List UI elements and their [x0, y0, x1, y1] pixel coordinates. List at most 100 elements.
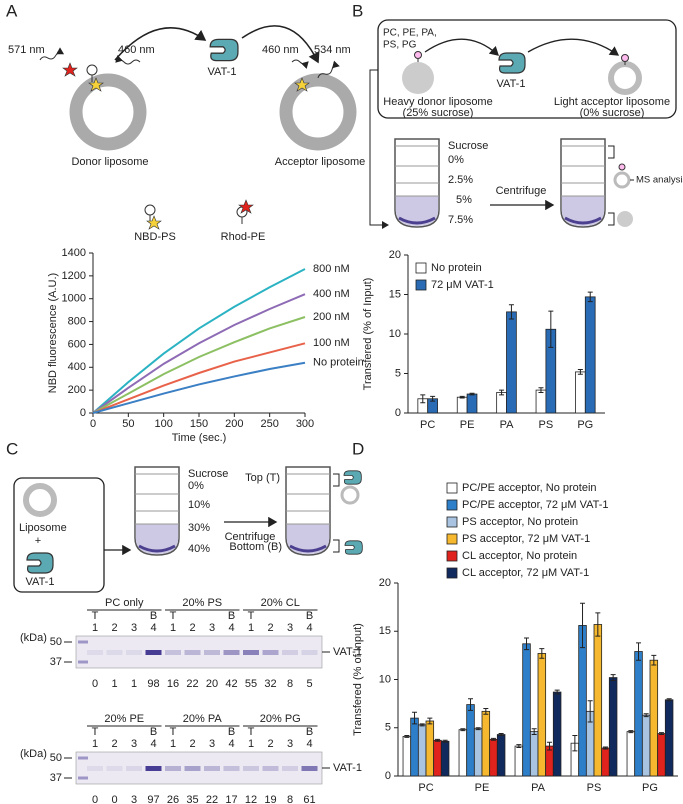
error-bar — [554, 689, 560, 695]
y-tick-label: 0 — [395, 407, 401, 419]
donor-label: Heavy donor liposome — [383, 96, 492, 108]
lipid-list: PS, PG — [383, 40, 417, 51]
gradient-step: 0% — [448, 154, 464, 166]
error-bar — [434, 738, 440, 742]
y-axis-label: Transfered (% of Input) — [362, 278, 374, 391]
bar — [496, 392, 507, 414]
marker-label: 37 — [50, 656, 62, 668]
panel-label: D — [352, 439, 364, 458]
step-label: Centrifuge — [225, 531, 276, 543]
wavelength: 571 nm — [8, 44, 45, 56]
x-tick-label: 300 — [296, 418, 314, 430]
error-bar — [516, 744, 522, 749]
bar — [584, 296, 596, 414]
x-tick-label: PA — [500, 419, 515, 431]
quantity: 1 — [131, 678, 137, 690]
step-label: Centrifuge — [496, 185, 547, 197]
group-label: 20% PG — [260, 713, 301, 725]
x-tick-label: PA — [531, 782, 546, 794]
quantity: 5 — [306, 678, 312, 690]
line-series — [92, 268, 306, 414]
wavelength: 460 nm — [262, 44, 299, 56]
series-label: No protein — [313, 357, 364, 369]
lane-top: T — [248, 726, 255, 738]
series-label: 100 nM — [313, 337, 350, 349]
gel-band — [145, 650, 162, 655]
bar — [575, 371, 586, 414]
lane-number: 3 — [287, 738, 293, 750]
acceptor-label: Light acceptor liposome — [554, 96, 670, 108]
x-tick-label: 50 — [122, 418, 134, 430]
band-label: VAT-1 — [333, 646, 362, 658]
lane-number: 4 — [150, 622, 156, 634]
acceptor-label: Acceptor liposome — [275, 156, 366, 168]
y-tick-label: 1200 — [62, 270, 86, 282]
group-label: PC only — [105, 597, 144, 609]
bar — [402, 736, 412, 777]
bar — [466, 704, 475, 777]
band-label: VAT-1 — [333, 762, 362, 774]
lane-top: T — [170, 610, 177, 622]
error-bar — [508, 304, 514, 320]
x-tick-label: 200 — [225, 418, 243, 430]
x-tick-label: PE — [475, 782, 490, 794]
error-bar — [643, 713, 649, 718]
panel-a-diagram — [39, 25, 357, 230]
quantity: 98 — [147, 678, 159, 690]
bar — [535, 389, 547, 414]
y-tick-label: 20 — [379, 577, 391, 589]
group-label: 20% PS — [182, 597, 222, 609]
quantity: 55 — [245, 678, 257, 690]
protein-label: VAT-1 — [26, 576, 55, 588]
bar — [522, 643, 531, 777]
lane-number: 2 — [267, 622, 273, 634]
protein-label: VAT-1 — [497, 78, 526, 90]
bar — [641, 714, 651, 777]
lane-top: T — [248, 610, 255, 622]
gel-band — [282, 650, 298, 655]
quantity: 35 — [186, 794, 198, 804]
lane-bottom: B — [306, 726, 313, 738]
lane-number: 4 — [306, 738, 312, 750]
quantity: 20 — [206, 678, 218, 690]
donor-label: (25% sucrose) — [403, 107, 474, 119]
plus: + — [35, 535, 41, 547]
quantity: 32 — [264, 678, 276, 690]
bar — [664, 699, 674, 777]
marker-band — [78, 640, 88, 644]
bar — [473, 728, 483, 777]
error-bar — [628, 730, 634, 734]
error-bar — [498, 733, 504, 736]
bar — [552, 691, 562, 777]
legend-swatch — [446, 482, 458, 494]
y-tick-label: 10 — [379, 673, 391, 685]
legend-swatch — [446, 499, 458, 511]
quantity: 0 — [92, 678, 98, 690]
gel-band — [165, 650, 181, 655]
lane-number: 1 — [248, 738, 254, 750]
group-label: 20% PE — [104, 713, 144, 725]
panel-c-diagram — [13, 466, 363, 593]
line-series — [92, 361, 306, 414]
gradient-title: Sucrose — [448, 140, 488, 152]
error-bar — [602, 746, 608, 750]
gel-band — [223, 650, 240, 655]
error-bar — [427, 717, 433, 725]
bar — [425, 720, 435, 777]
quantity: 42 — [225, 678, 237, 690]
quantity: 97 — [147, 794, 159, 804]
error-bar — [483, 707, 489, 715]
lane-bottom: B — [228, 610, 235, 622]
lane-number: 3 — [287, 622, 293, 634]
error-bar — [538, 387, 544, 393]
bar — [466, 393, 478, 414]
bar — [496, 734, 506, 777]
y-axis-label: NBD fluorescence (A.U.) — [47, 273, 59, 393]
quantity: 12 — [245, 794, 257, 804]
gel-band — [243, 650, 259, 655]
bar — [456, 396, 468, 414]
y-tick-label: 200 — [68, 384, 86, 396]
error-bar — [636, 642, 642, 661]
error-bar — [442, 739, 448, 743]
